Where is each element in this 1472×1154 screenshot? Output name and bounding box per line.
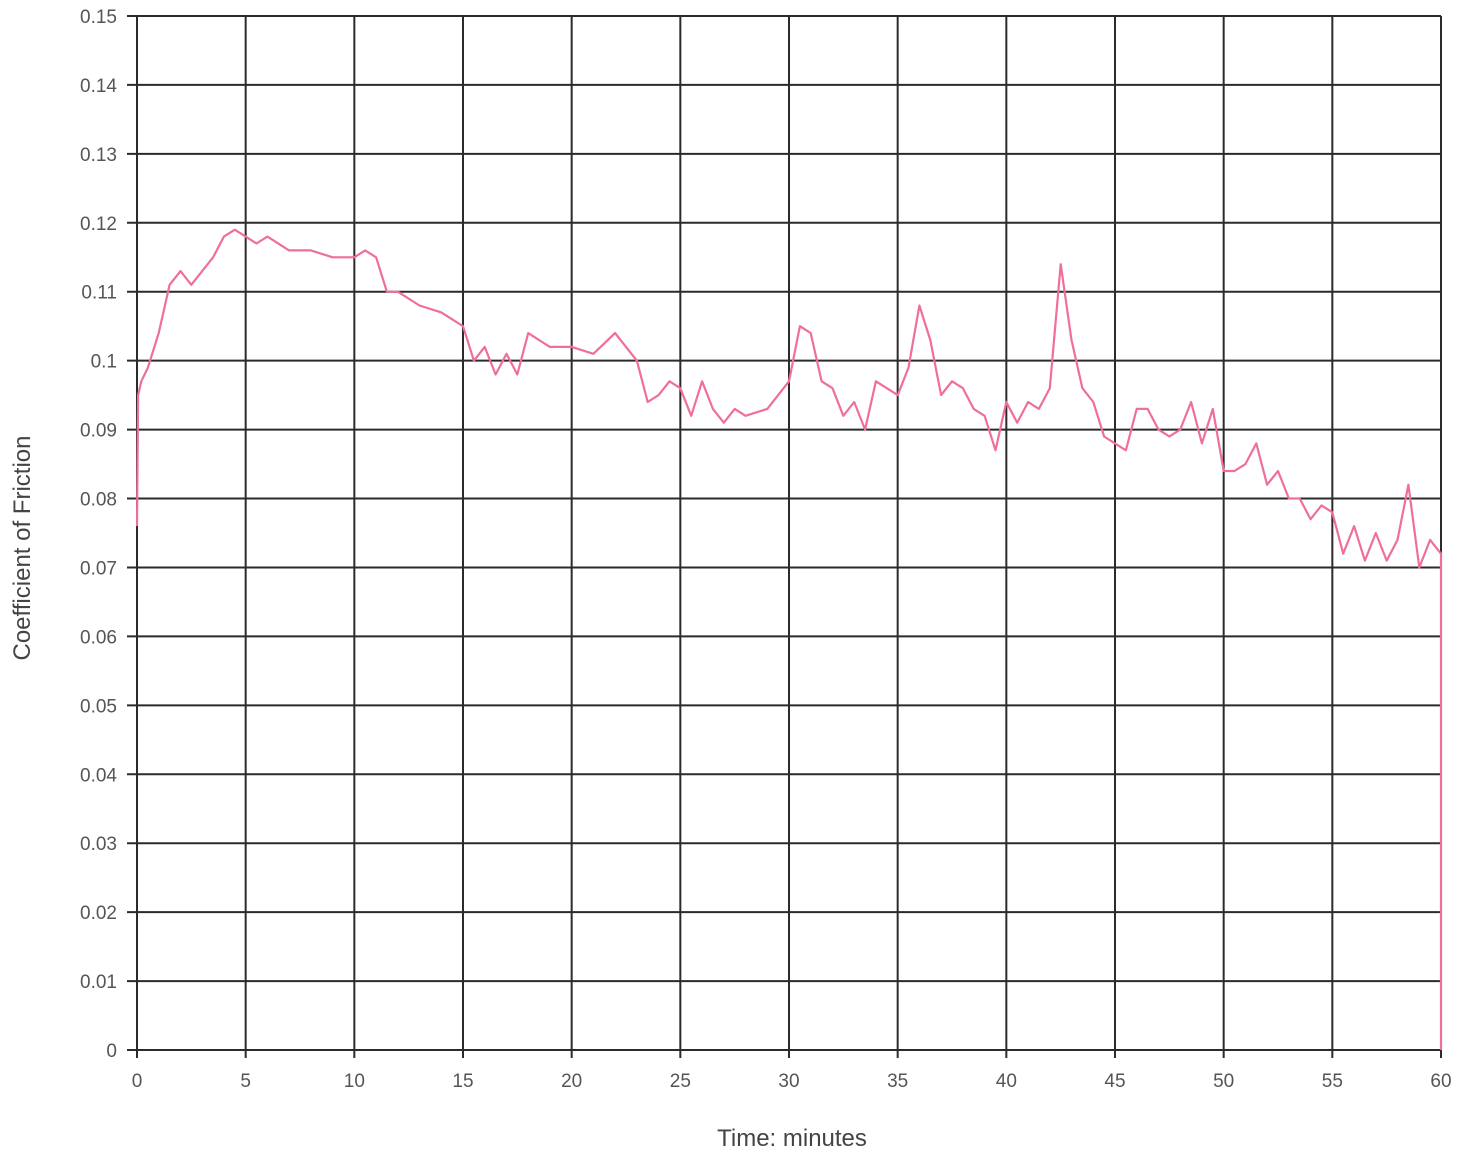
x-tick-label: 60	[1430, 1071, 1451, 1092]
y-tick-label: 0.07	[80, 558, 117, 579]
y-tick-label: 0	[106, 1041, 117, 1062]
x-axis-label: Time: minutes	[717, 1125, 867, 1152]
y-tick-label: 0.1	[91, 352, 117, 373]
x-tick-label: 15	[452, 1071, 473, 1092]
x-tick-label: 25	[670, 1071, 691, 1092]
y-axis-ticks: 0 0.01 0.02 0.03 0.04 0.05 0.06 0.07 0.08 0.09 0.1…	[80, 7, 117, 1062]
x-tick-label: 5	[240, 1071, 251, 1092]
friction-series-line	[135, 228, 1443, 1050]
x-tick-label: 20	[561, 1071, 582, 1092]
y-tick-label: 0.15	[80, 7, 117, 28]
x-tick-label: 10	[344, 1071, 365, 1092]
y-tick-label: 0.03	[80, 834, 117, 855]
x-tick-label: 0	[132, 1071, 143, 1092]
y-tick-label: 0.05	[80, 696, 117, 717]
y-tick-label: 0.08	[80, 490, 117, 511]
x-axis-ticks: 0 5 10 15 20 25 30 35 40 45 50 55 60	[132, 1071, 1452, 1092]
y-tick-label: 0.12	[80, 214, 117, 235]
x-tick-label: 45	[1104, 1071, 1125, 1092]
x-tick-label: 55	[1322, 1071, 1343, 1092]
y-tick-label: 0.04	[80, 765, 117, 786]
x-tick-label: 50	[1213, 1071, 1234, 1092]
y-tick-label: 0.13	[80, 145, 117, 166]
x-tick-label: 40	[996, 1071, 1017, 1092]
y-axis-label: Coefficient of Friction	[9, 436, 36, 661]
x-tick-label: 35	[887, 1071, 908, 1092]
y-tick-label: 0.06	[80, 627, 117, 648]
y-tick-label: 0.01	[80, 972, 117, 993]
grid	[127, 15, 1442, 1058]
y-tick-label: 0.11	[81, 283, 117, 304]
y-tick-label: 0.14	[80, 76, 117, 97]
x-tick-label: 30	[778, 1071, 799, 1092]
y-tick-label: 0.09	[80, 421, 117, 442]
y-tick-label: 0.02	[80, 903, 117, 924]
